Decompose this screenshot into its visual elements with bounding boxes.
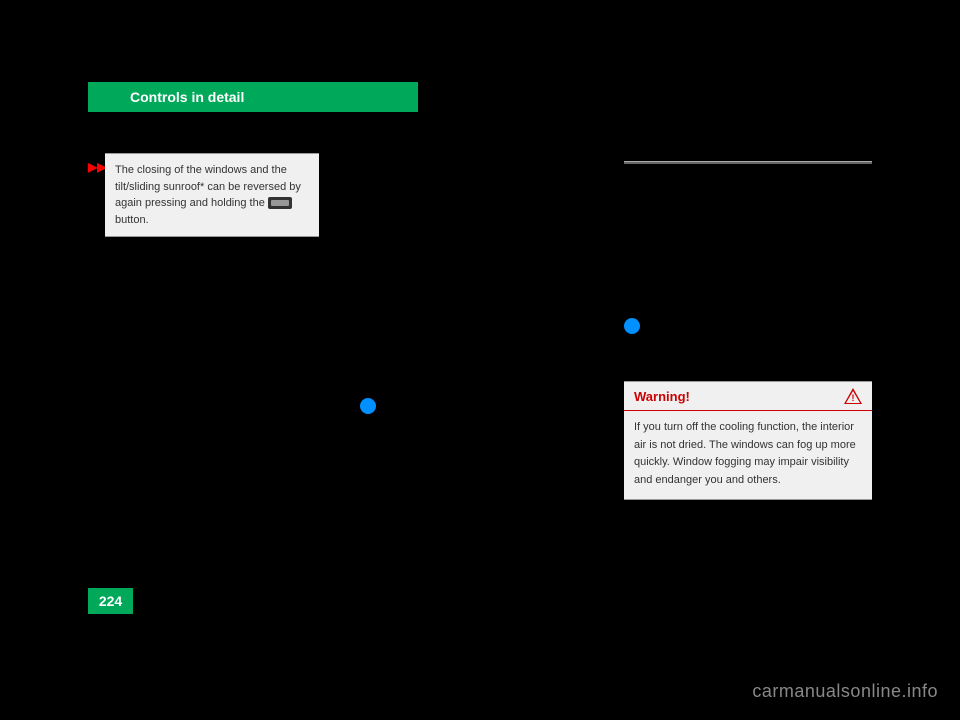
callout-circle-icon — [360, 398, 376, 414]
note-line-2: tilt/sliding sunroof* can be reversed by — [115, 181, 301, 193]
warning-header: Warning! ! — [624, 382, 872, 411]
note-box: The closing of the windows and the tilt/… — [105, 153, 319, 237]
section-title: Controls in detail — [130, 89, 244, 105]
warning-body-text: If you turn off the cooling function, th… — [624, 411, 872, 499]
note-line-3-after: button. — [115, 214, 149, 226]
section-header: Controls in detail — [88, 82, 418, 112]
page-number-box: 224 — [88, 588, 133, 614]
callout-circle-icon — [624, 318, 640, 334]
warning-title: Warning! — [634, 389, 690, 404]
warning-triangle-icon: ! — [844, 388, 862, 404]
key-button-icon — [268, 197, 292, 209]
continuation-arrows-icon: ▶▶ — [88, 160, 106, 174]
note-line-3-before: again pressing and holding the — [115, 197, 268, 209]
page-number: 224 — [99, 593, 122, 609]
note-line-1: The closing of the windows and the — [115, 164, 287, 176]
warning-box: Warning! ! If you turn off the cooling f… — [624, 381, 872, 500]
section-divider-line — [624, 161, 872, 164]
watermark-text: carmanualsonline.info — [752, 681, 938, 702]
